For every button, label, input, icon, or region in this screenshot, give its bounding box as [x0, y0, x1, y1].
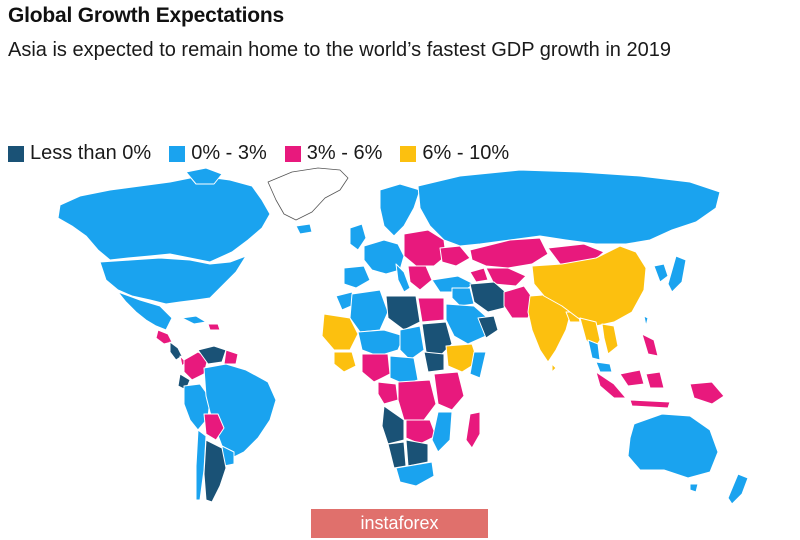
region-west-coast [333, 351, 357, 373]
region-mozambique [431, 411, 453, 453]
region-venezuela [197, 345, 227, 365]
region-stans [485, 267, 527, 287]
region-zimbabwe-botswana [405, 439, 429, 467]
watermark: instaforex [311, 509, 488, 538]
region-iceland [295, 223, 313, 235]
legend-item-0-3: 0% - 3% [169, 142, 267, 165]
region-central-africa [389, 355, 419, 385]
region-sri-lanka [551, 363, 557, 373]
region-iraq-syria [451, 287, 475, 307]
region-balkans [407, 265, 433, 291]
region-chad [399, 325, 425, 361]
region-drc [397, 379, 437, 421]
region-argentina [203, 439, 227, 503]
region-algeria [349, 289, 389, 333]
region-indonesia-c [645, 371, 665, 389]
region-libya [385, 295, 421, 331]
chart-subtitle: Asia is expected to remain home to the w… [8, 39, 671, 61]
world-map [57, 167, 749, 505]
region-somalia [469, 351, 487, 379]
region-scandinavia [379, 183, 421, 237]
legend-swatch [284, 145, 301, 162]
region-malaysia [595, 361, 613, 373]
region-cuba [181, 315, 207, 325]
region-bolivia [203, 413, 225, 441]
region-angola [381, 405, 405, 445]
region-papua [689, 381, 725, 405]
region-indonesia-b [619, 369, 645, 387]
region-kazakhstan [469, 237, 549, 269]
legend-item-6-10: 6% - 10% [400, 142, 509, 165]
region-hispaniola [207, 323, 221, 331]
region-nigeria [361, 353, 391, 383]
chart-title: Global Growth Expectations [8, 4, 285, 27]
region-italy [395, 263, 411, 293]
legend-swatch [8, 145, 24, 162]
region-greenland [267, 167, 349, 221]
region-east-africa [433, 371, 465, 411]
region-south-africa [395, 461, 435, 487]
region-peru [183, 383, 211, 431]
legend-swatch [400, 145, 417, 162]
region-eastern-europe [403, 229, 447, 267]
region-indonesia-d [629, 399, 671, 409]
region-tasmania [689, 483, 699, 493]
legend-label: 0% - 3% [191, 142, 267, 164]
legend-item-3-6: 3% - 6% [284, 142, 383, 165]
region-zambia-malawi [405, 419, 437, 445]
legend-label: 3% - 6% [306, 142, 383, 164]
legend: Less than 0% 0% - 3% 3% - 6% 6% - 10% [8, 142, 509, 165]
region-madagascar [465, 411, 481, 449]
region-ukraine [439, 245, 471, 267]
region-caucasus [469, 267, 489, 283]
region-usa [99, 255, 247, 305]
region-central-america-a [155, 329, 173, 345]
region-canada-alaska [57, 175, 271, 263]
legend-swatch [169, 145, 186, 162]
region-iberia [343, 265, 371, 289]
legend-item-less-than-0: Less than 0% [8, 142, 151, 165]
legend-label: 6% - 10% [422, 142, 510, 164]
region-egypt [417, 297, 445, 323]
region-ethiopia [445, 343, 479, 373]
region-afghanistan-pakistan [503, 285, 535, 319]
region-guianas [223, 349, 239, 365]
region-japan [667, 255, 687, 293]
region-vietnam [601, 323, 619, 355]
region-china [531, 245, 647, 327]
region-uk-ireland [349, 223, 367, 251]
region-taiwan [643, 315, 649, 327]
region-arabia [445, 303, 491, 345]
legend-label: Less than 0% [30, 142, 152, 164]
region-canada-islands [185, 167, 223, 185]
region-thailand [587, 339, 601, 361]
region-australia [627, 413, 719, 479]
region-new-zealand [727, 473, 749, 505]
region-indonesia-a [595, 371, 627, 399]
region-chile [195, 429, 207, 501]
region-mali-niger [357, 329, 405, 357]
region-gabon-congo [377, 381, 399, 405]
region-russia [417, 169, 721, 247]
region-central-america-b [169, 341, 183, 361]
region-philippines [641, 333, 659, 357]
region-yemen-oman [477, 315, 499, 339]
region-south-sudan [423, 351, 445, 373]
region-namibia [387, 441, 407, 469]
region-korea-japan [653, 263, 669, 283]
region-west-sahel [321, 313, 359, 351]
region-mexico [117, 291, 173, 331]
